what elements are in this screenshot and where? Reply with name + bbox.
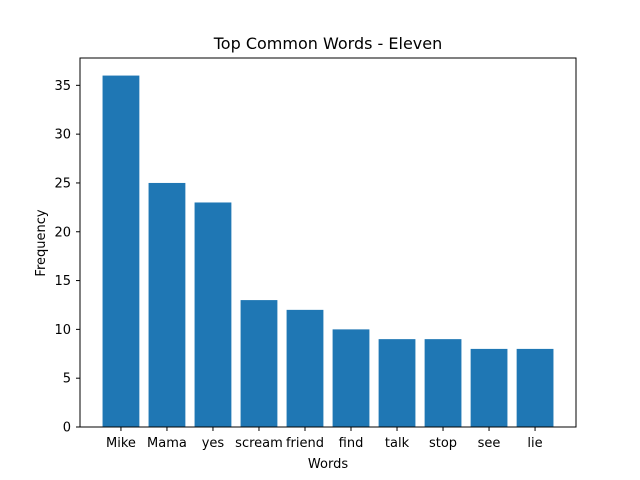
chart-title: Top Common Words - Eleven (213, 34, 443, 53)
x-tick-label: yes (202, 436, 225, 451)
x-tick-label: find (339, 436, 364, 451)
bar-mama (148, 182, 186, 427)
bar-scream (240, 300, 278, 427)
bar-lie (516, 348, 554, 427)
y-tick-label: 20 (54, 225, 71, 240)
y-tick-label: 15 (54, 274, 71, 289)
x-tick-label: scream (235, 436, 283, 451)
x-axis: Mike Mama yes scream friend find talk stop see li… (106, 427, 543, 451)
y-tick-label: 35 (54, 79, 71, 94)
y-axis: 0 5 10 15 20 25 30 35 (54, 79, 80, 436)
bars-group (102, 75, 554, 427)
bar-yes (194, 202, 232, 427)
x-tick-label: lie (527, 436, 542, 451)
x-tick-label: Mike (106, 436, 136, 451)
x-tick-label: stop (429, 436, 457, 451)
bar-talk (378, 339, 416, 427)
x-axis-label: Words (308, 457, 348, 472)
bar-stop (424, 339, 462, 427)
x-tick-label: Mama (147, 436, 187, 451)
y-tick-label: 25 (54, 176, 71, 191)
plot-area-frame (79, 57, 577, 428)
bar-mike (102, 75, 140, 427)
y-axis-label: Frequency (34, 209, 49, 276)
y-tick-label: 5 (63, 372, 71, 387)
x-tick-label: see (478, 436, 501, 451)
x-tick-label: friend (286, 436, 324, 451)
y-tick-label: 10 (54, 323, 71, 338)
x-tick-label: talk (385, 436, 410, 451)
bar-find (332, 329, 370, 427)
bar-see (470, 348, 508, 427)
y-tick-label: 30 (54, 128, 71, 143)
bar-friend (286, 309, 324, 427)
y-tick-label: 0 (63, 421, 71, 436)
